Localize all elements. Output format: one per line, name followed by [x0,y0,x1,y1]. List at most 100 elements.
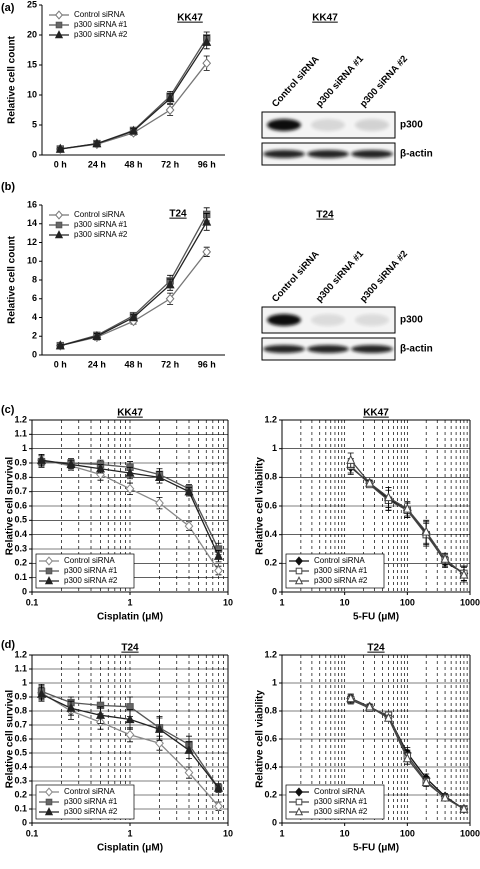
y-tick-label: 0.8 [264,705,277,715]
y-tick-label: 0.7 [14,719,27,729]
y-tick-label: 0.6 [14,500,27,510]
y-tick-label: 0.4 [264,761,277,771]
y-tick-label: 0.2 [264,558,277,568]
x-tick-label: 0.1 [26,597,39,607]
blot-band [311,119,345,131]
marker [36,688,47,698]
marker [440,553,450,563]
marker [421,526,431,536]
x-tick-label: 0 h [54,359,67,369]
blot-band [311,314,345,326]
marker [365,477,375,487]
marker [125,483,135,494]
panel-label: (c) [1,404,15,416]
x-tick-label: 1 [127,597,132,607]
marker [214,801,223,812]
row-label: p300 [400,120,423,131]
legend-label: p300 siRNA #2 [314,807,368,816]
marker [383,712,393,722]
y-tick-label: 0.8 [14,705,27,715]
marker [95,709,106,719]
panel-label: (a) [1,2,15,14]
x-tick-label: 10 [223,828,233,838]
x-tick-label: 1000 [460,828,480,838]
y-tick-label: 0.5 [14,747,27,757]
x-tick-label: 10 [340,597,350,607]
x-tick-label: 72 h [161,159,179,169]
legend-marker [295,567,303,575]
y-axis-label: Relative cell count [7,35,18,123]
legend-marker [295,787,303,797]
series-line [60,251,208,347]
y-tick-label: 0 [22,817,27,827]
x-axis-label: 5-FU (μM) [353,843,399,854]
chart-title: KK47 [363,408,389,419]
marker [155,738,164,749]
y-tick-label: 0.8 [14,472,27,482]
y-tick-label: 0 [272,817,277,827]
y-tick-label: 0.4 [264,529,277,539]
legend-marker [44,807,54,816]
x-tick-label: 48 h [124,359,142,369]
marker [66,702,76,712]
x-tick-label: 1 [279,828,284,838]
blot-band [355,314,389,326]
blot-title: T24 [316,210,334,221]
legend-label: p300 siRNA #2 [74,30,128,39]
marker [184,486,194,496]
marker [214,565,223,576]
legend-label: p300 siRNA #1 [64,566,118,575]
legend-label: p300 siRNA #1 [64,797,118,806]
x-tick-label: 24 h [88,359,106,369]
x-tick-label: 0.1 [26,828,39,838]
x-tick-label: 72 h [161,359,179,369]
x-tick-label: 100 [400,828,415,838]
y-tick-label: 1.2 [264,414,277,424]
y-tick-label: 0.3 [14,775,27,785]
marker [95,463,106,473]
y-tick-label: 15 [27,59,37,69]
legend-label: Control siRNA [64,556,115,565]
y-tick-label: 1.1 [14,663,27,673]
x-tick-label: 24 h [88,159,106,169]
y-tick-label: 0.3 [14,543,27,553]
marker [213,550,224,560]
blot-band [351,150,393,158]
series-line [60,221,208,347]
chart-title: T24 [169,209,187,220]
blot-band [355,119,389,131]
marker [459,569,469,579]
marker [346,693,356,703]
marker [125,467,135,477]
legend-marker [45,798,53,806]
y-tick-label: 0.6 [14,733,27,743]
y-tick-label: 1.2 [14,414,27,424]
marker [421,777,431,787]
marker [440,792,450,802]
blot-band [307,150,349,158]
legend-label: Control siRNA [314,556,365,565]
x-tick-label: 1000 [460,597,480,607]
legend-marker [44,576,54,585]
row-label: p300 [400,315,423,326]
marker [202,246,212,257]
marker [165,93,175,103]
y-tick-label: 0 [32,349,37,359]
blot-title: KK47 [312,13,338,24]
y-tick-label: 0 [32,149,37,159]
panel-label: (b) [1,181,15,193]
x-tick-label: 96 h [198,359,216,369]
y-tick-label: 0 [272,586,277,596]
chart-title: KK47 [177,13,203,24]
y-axis-label: Relative cell survival [5,457,16,556]
marker [92,330,102,340]
y-axis-label: Relative cell viability [255,690,266,788]
legend-marker [54,230,64,239]
marker [184,521,194,532]
chart-title: T24 [121,643,139,654]
y-tick-label: 0.2 [264,789,277,799]
y-tick-label: 0.1 [14,803,27,813]
y-tick-label: 1.2 [14,649,27,659]
